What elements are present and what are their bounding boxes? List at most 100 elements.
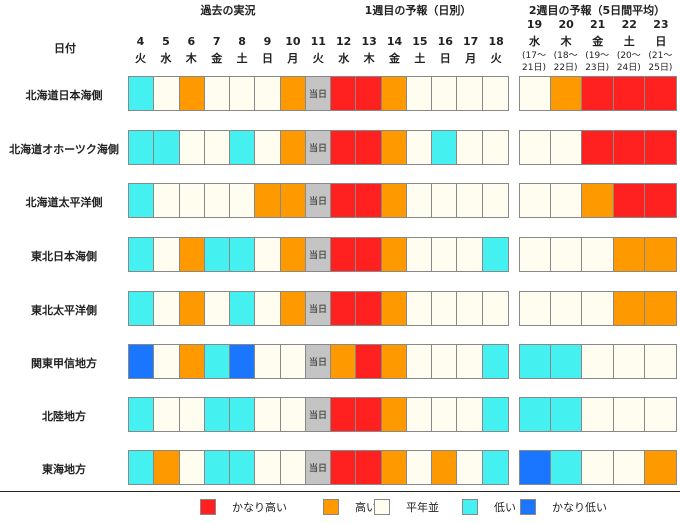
- day-of-week: 木: [185, 52, 197, 65]
- legend-label: 低い: [494, 501, 516, 514]
- forecast-cell: [129, 292, 155, 325]
- week2-row: [519, 130, 677, 165]
- forecast-cell: [154, 451, 180, 484]
- week2-row: [519, 237, 677, 272]
- day-of-week: 金: [389, 52, 400, 65]
- week2-row: [519, 291, 677, 326]
- day-of-week: 月: [465, 52, 477, 65]
- forecast-cell: [204, 292, 231, 325]
- forecast-cell: [154, 345, 180, 378]
- forecast-cell: [457, 238, 483, 271]
- forecast-cell: [280, 345, 306, 378]
- day-of-week: 月: [287, 52, 299, 65]
- date-column-label: 日付: [54, 42, 76, 55]
- forecast-cell: [154, 398, 180, 431]
- forecast-cell: [520, 451, 552, 484]
- week1-row: 当日: [128, 130, 509, 165]
- range-start: (20～: [616, 51, 641, 61]
- forecast-cell: [204, 184, 231, 217]
- forecast-cell: [204, 131, 231, 164]
- today-cell: 当日: [305, 345, 332, 378]
- forecast-cell: [356, 398, 382, 431]
- week1-section-header: 1週目の予報（日別）: [364, 4, 472, 17]
- forecast-cell: [356, 238, 382, 271]
- legend-label: かなり高い: [232, 501, 287, 514]
- forecast-cell: [551, 184, 583, 217]
- forecast-cell: [331, 131, 357, 164]
- day-of-week: 日: [262, 52, 273, 65]
- day-number: 20: [558, 18, 574, 31]
- forecast-cell: [179, 451, 205, 484]
- forecast-cell: [204, 345, 231, 378]
- forecast-cell: [280, 398, 306, 431]
- range-start: (17～: [522, 51, 546, 61]
- legend-swatch: [462, 499, 478, 515]
- forecast-cell: [381, 451, 407, 484]
- forecast-cell: [230, 451, 256, 484]
- day-number: 15: [412, 35, 428, 48]
- forecast-cell: [432, 238, 458, 271]
- today-cell: 当日: [305, 184, 332, 217]
- forecast-cell: [331, 451, 357, 484]
- week1-row: 当日: [128, 450, 509, 485]
- day-of-week: 水: [529, 35, 540, 48]
- day-number: 12: [336, 35, 352, 48]
- forecast-cell: [482, 398, 508, 431]
- forecast-cell: [280, 292, 306, 325]
- forecast-cell: [154, 292, 180, 325]
- week2-row: [519, 397, 677, 432]
- forecast-cell: [644, 398, 676, 431]
- day-number: 6: [187, 35, 196, 48]
- forecast-cell: [644, 131, 676, 164]
- day-of-week: 金: [592, 35, 604, 48]
- forecast-cell: [230, 77, 256, 110]
- day-number: 21: [590, 18, 606, 31]
- forecast-cell: [613, 345, 645, 378]
- forecast-cell: [644, 184, 676, 217]
- forecast-cell: [406, 345, 433, 378]
- legend-swatch: [323, 499, 339, 515]
- forecast-cell: [129, 77, 155, 110]
- day-number: 14: [386, 35, 403, 48]
- forecast-cell: [230, 131, 256, 164]
- forecast-cell: [520, 184, 552, 217]
- day-number: 11: [310, 35, 326, 48]
- today-cell: 当日: [305, 292, 332, 325]
- legend-item: かなり高い: [200, 499, 287, 515]
- forecast-cell: [482, 131, 508, 164]
- forecast-cell: [644, 238, 676, 271]
- day-of-week: 木: [363, 52, 375, 65]
- forecast-cell: [179, 238, 205, 271]
- forecast-cell: [230, 238, 256, 271]
- forecast-cell: [432, 184, 458, 217]
- forecast-cell: [551, 345, 583, 378]
- forecast-cell: [230, 398, 256, 431]
- day-of-week: 土: [623, 35, 635, 48]
- forecast-cell: [230, 292, 256, 325]
- day-of-week: 日: [655, 35, 667, 48]
- forecast-cell: [582, 398, 614, 431]
- legend-swatch: [520, 499, 536, 515]
- forecast-cell: [280, 77, 306, 110]
- forecast-cell: [644, 451, 676, 484]
- forecast-cell: [129, 345, 155, 378]
- forecast-cell: [482, 345, 508, 378]
- today-cell: 当日: [305, 238, 332, 271]
- forecast-cell: [482, 238, 508, 271]
- day-number: 13: [361, 35, 377, 48]
- forecast-cell: [406, 292, 433, 325]
- day-of-week: 火: [312, 52, 324, 65]
- day-number: 18: [488, 35, 504, 48]
- region-label: 東北太平洋側: [31, 304, 97, 317]
- day-number: 16: [437, 35, 453, 48]
- forecast-cell: [457, 77, 483, 110]
- day-of-week: 火: [490, 52, 502, 65]
- forecast-cell: [331, 292, 357, 325]
- forecast-cell: [331, 398, 357, 431]
- forecast-cell: [230, 184, 256, 217]
- forecast-cell: [432, 451, 458, 484]
- today-cell: 当日: [305, 131, 332, 164]
- today-cell: 当日: [305, 451, 332, 484]
- legend-item: 高い: [323, 499, 377, 515]
- forecast-cell: [179, 398, 205, 431]
